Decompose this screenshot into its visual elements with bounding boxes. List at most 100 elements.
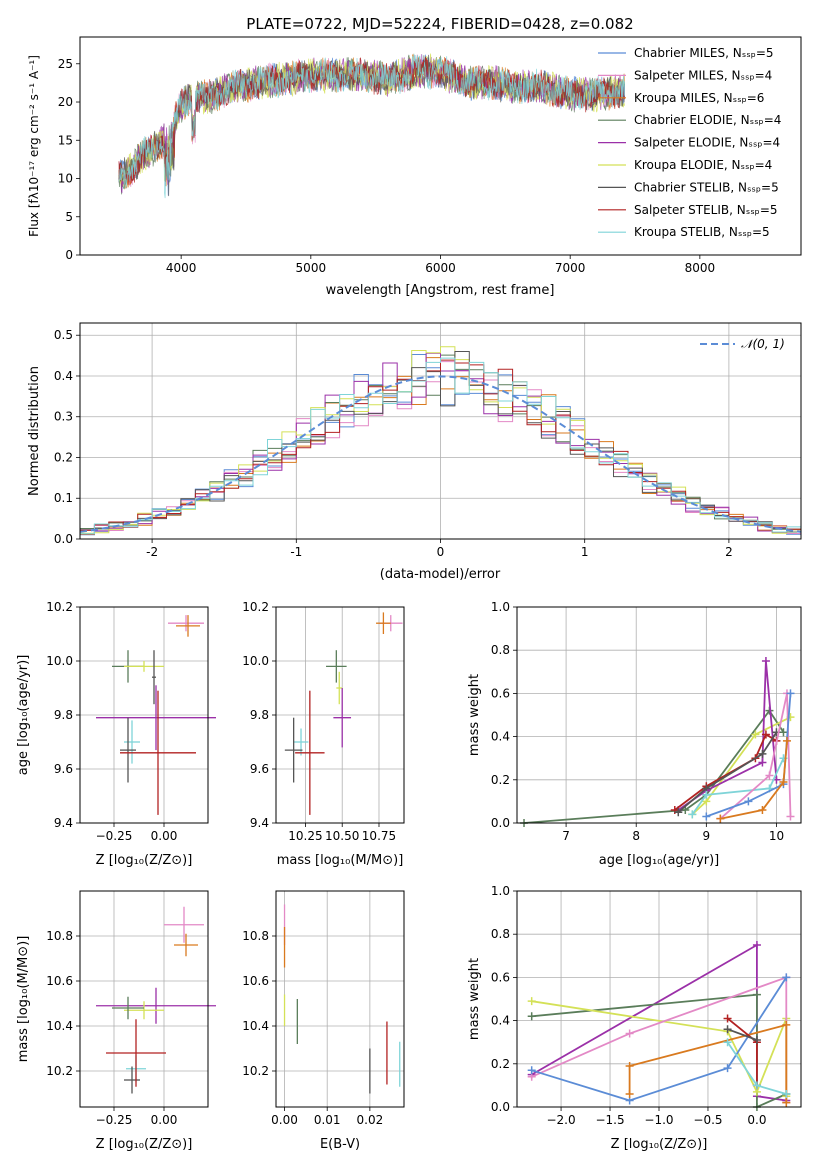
spectrum-panel: PLATE=0722, MJD=52224, FIBERID=0428, z=0… [27, 15, 802, 298]
mass-weight-marker [716, 814, 725, 823]
mass-weight-vs-Z-ylabel: mass weight [467, 958, 482, 1040]
gaussian-curve [79, 375, 802, 533]
x-tick-label: −1.0 [644, 1113, 673, 1127]
y-tick-label: 9.4 [250, 816, 269, 830]
residual-histogram [80, 346, 801, 534]
y-tick-label: 0.6 [491, 970, 510, 984]
mass-weight-marker [527, 997, 536, 1006]
mass-weight-vs-Z-xlabel: Z [log₁₀(Z/Z⊙)] [611, 1137, 708, 1152]
residuals-ticks: -2 -1 0 1 2 0.0 0.1 0.2 0.3 0.4 0.5 [54, 328, 733, 559]
x-tick-label: 0.02 [357, 1113, 384, 1127]
age-vs-Z-content: −0.25 0.00 9.4 9.6 9.8 10.0 10.2 [46, 600, 216, 843]
mass-weight-marker [688, 810, 697, 819]
mass-weight-marker [674, 808, 683, 817]
mass-weight-marker [702, 790, 711, 799]
mass-weight-marker [779, 728, 788, 737]
spectrum-legend: Chabrier MILES, Nₛₛₚ=5 Salpeter MILES, Nₛ… [598, 46, 781, 239]
mass-weight-marker [761, 657, 770, 665]
y-tick-label: 0.5 [54, 328, 73, 342]
mass-weight-line [628, 1023, 788, 1103]
y-tick-label: 0.1 [54, 491, 73, 505]
mass-weight-marker [752, 990, 761, 999]
age-vs-mass-panel: 10.25 10.50 10.75 9.4 9.6 9.8 10.0 10.2 mass [l… [242, 600, 405, 868]
y-tick-label: 10.8 [46, 929, 73, 943]
mass-weight-marker [782, 1090, 791, 1099]
ticks: −0.25 0.00 9.4 9.6 9.8 10.0 10.2 [46, 600, 177, 843]
mass-weight-marker [723, 1025, 732, 1034]
x-tick-label: 1 [581, 545, 589, 559]
mass-vs-EBV-frame [275, 890, 405, 1108]
mass-weight-marker [723, 1064, 732, 1073]
legend-entry: Kroupa STELIB, Nₛₛₚ=5 [634, 225, 770, 239]
y-tick-label: 10.8 [242, 929, 269, 943]
mass-weight-vs-Z-frame [516, 890, 802, 1108]
age-vs-mass-xlabel: mass [log₁₀(M/M⊙)] [277, 853, 404, 868]
age-vs-mass-frame [275, 606, 405, 824]
x-tick-label: 0.00 [151, 829, 178, 843]
ticks: 7 8 9 10 0.0 0.2 0.4 0.6 0.8 1.0 [491, 600, 784, 843]
mass-weight-line [677, 660, 778, 811]
legend-entry: Salpeter MILES, Nₛₛₚ=4 [634, 68, 772, 82]
mass-weight-marker [702, 812, 711, 821]
y-tick-label: 5 [65, 210, 73, 224]
y-tick-label: 0.3 [54, 410, 73, 424]
y-tick-label: 10.0 [242, 654, 269, 668]
mass-weight-marker [752, 1036, 761, 1045]
y-tick-label: 20 [58, 95, 73, 109]
ticks: −2.0 −1.5 −1.0 −0.5 0.0 0.0 0.2 0.4 0.6 0.8 1.0 [491, 884, 767, 1127]
mass-weight-vs-Z-content: −2.0 −1.5 −1.0 −0.5 0.0 0.0 0.2 0.4 0.6 0.8 1.0 [491, 884, 801, 1127]
x-tick-label: 8 [632, 829, 640, 843]
grid [80, 891, 208, 1107]
x-tick-label: 2 [725, 545, 733, 559]
mass-weight-line [677, 731, 778, 813]
x-tick-label: 7 [562, 829, 570, 843]
spectrum-series-line [118, 53, 625, 184]
mass-weight-marker [744, 797, 753, 806]
y-tick-label: 1.0 [491, 600, 510, 614]
y-tick-label: 10.6 [46, 974, 73, 988]
legend-entry: Salpeter STELIB, Nₛₛₚ=5 [634, 203, 778, 217]
mass-weight-marker [527, 1066, 536, 1075]
y-tick-label: 0.8 [491, 927, 510, 941]
mass-weight-marker [765, 771, 774, 780]
x-tick-label: −2.0 [546, 1113, 575, 1127]
legend-entry: Chabrier MILES, Nₛₛₚ=5 [634, 46, 774, 60]
x-tick-label: 4000 [166, 261, 197, 275]
x-tick-label: 0.00 [271, 1113, 298, 1127]
residuals-frame [79, 322, 802, 540]
mass-weight-line [727, 1028, 758, 1041]
y-tick-label: 0.4 [491, 1014, 510, 1028]
mass-weight-line [720, 740, 788, 820]
age-vs-Z-xlabel: Z [log₁₀(Z/Z⊙)] [96, 853, 193, 868]
x-tick-label: −0.25 [96, 829, 133, 843]
mass-weight-line [691, 757, 785, 815]
mass-weight-vs-metallicity-panel: −2.0 −1.5 −1.0 −0.5 0.0 0.0 0.2 0.4 0.6 0.8 1.0 Z … [467, 884, 802, 1152]
ticks: 0.00 0.01 0.02 10.2 10.4 10.6 10.8 [242, 929, 383, 1127]
y-tick-label: 0.8 [491, 643, 510, 657]
legend-entry: Kroupa MILES, Nₛₛₚ=6 [634, 91, 764, 105]
y-tick-label: 0.4 [54, 369, 73, 383]
spectrum-lines [118, 53, 625, 199]
mass-weight-vs-age-xlabel: age [log₁₀(age/yr)] [599, 853, 720, 868]
y-tick-label: 10.0 [46, 654, 73, 668]
y-tick-label: 10.2 [242, 1064, 269, 1078]
y-tick-label: 10.4 [46, 1019, 73, 1033]
x-tick-label: 10.25 [288, 829, 322, 843]
mass-weight-line [523, 709, 785, 824]
x-tick-label: 7000 [555, 261, 586, 275]
y-tick-label: 0.0 [54, 532, 73, 546]
grid [80, 606, 208, 824]
mass-weight-line [531, 976, 788, 1102]
mass-weight-marker [723, 1014, 732, 1023]
residuals-ylabel: Normed distribution [27, 366, 42, 496]
y-tick-label: 10.2 [46, 600, 73, 614]
legend-entry: Kroupa ELODIE, Nₛₛₚ=4 [634, 158, 772, 172]
y-tick-label: 15 [58, 133, 73, 147]
x-tick-label: 0.0 [747, 1113, 766, 1127]
x-tick-label: -2 [146, 545, 158, 559]
y-tick-label: 10.2 [46, 1064, 73, 1078]
mass-weight-marker [782, 736, 791, 745]
mass-vs-EBV-xlabel: E(B-V) [320, 1137, 360, 1152]
mass-vs-ebv-panel: 0.00 0.01 0.02 10.2 10.4 10.6 10.8 E(B-V) [242, 890, 405, 1152]
residuals-panel: -2 -1 0 1 2 0.0 0.1 0.2 0.3 0.4 0.5 𝒩(0, 1) (data-… [27, 322, 802, 582]
